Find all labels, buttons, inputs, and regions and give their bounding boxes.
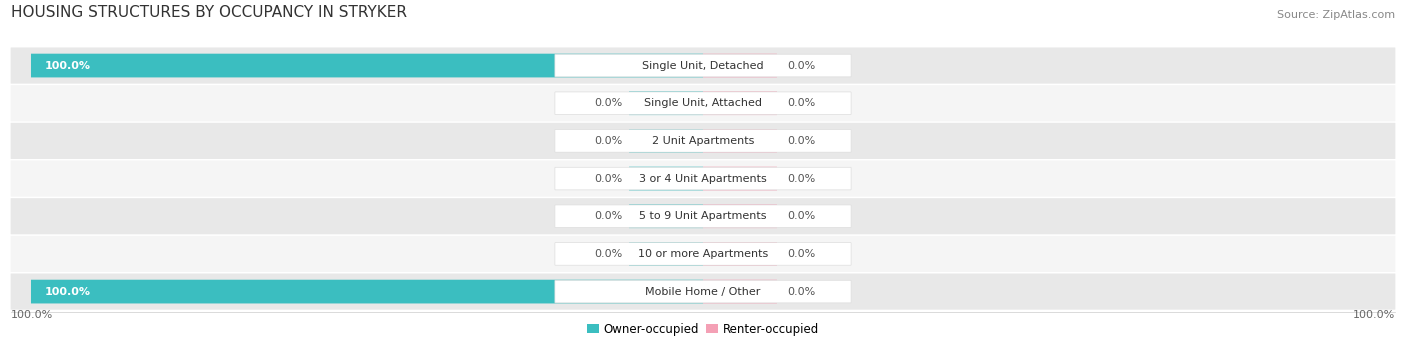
Text: 100.0%: 100.0% xyxy=(11,310,53,320)
FancyBboxPatch shape xyxy=(703,129,778,153)
Text: Single Unit, Attached: Single Unit, Attached xyxy=(644,98,762,108)
Text: 100.0%: 100.0% xyxy=(1353,310,1395,320)
Text: 0.0%: 0.0% xyxy=(595,249,623,259)
Text: Single Unit, Detached: Single Unit, Detached xyxy=(643,61,763,71)
FancyBboxPatch shape xyxy=(11,198,1395,234)
Text: 0.0%: 0.0% xyxy=(595,211,623,221)
FancyBboxPatch shape xyxy=(703,167,778,190)
Text: 100.0%: 100.0% xyxy=(45,61,90,71)
FancyBboxPatch shape xyxy=(555,205,851,227)
FancyBboxPatch shape xyxy=(11,236,1395,272)
FancyBboxPatch shape xyxy=(11,47,1395,84)
Text: 10 or more Apartments: 10 or more Apartments xyxy=(638,249,768,259)
FancyBboxPatch shape xyxy=(555,280,851,303)
Text: 100.0%: 100.0% xyxy=(45,286,90,297)
Text: 0.0%: 0.0% xyxy=(787,211,815,221)
FancyBboxPatch shape xyxy=(628,167,703,190)
FancyBboxPatch shape xyxy=(555,167,851,190)
FancyBboxPatch shape xyxy=(11,85,1395,121)
FancyBboxPatch shape xyxy=(703,91,778,115)
Text: 0.0%: 0.0% xyxy=(595,98,623,108)
Text: 3 or 4 Unit Apartments: 3 or 4 Unit Apartments xyxy=(640,174,766,183)
Text: 0.0%: 0.0% xyxy=(787,286,815,297)
Text: 2 Unit Apartments: 2 Unit Apartments xyxy=(652,136,754,146)
Text: HOUSING STRUCTURES BY OCCUPANCY IN STRYKER: HOUSING STRUCTURES BY OCCUPANCY IN STRYK… xyxy=(11,4,406,19)
FancyBboxPatch shape xyxy=(628,204,703,228)
FancyBboxPatch shape xyxy=(31,54,703,77)
FancyBboxPatch shape xyxy=(11,161,1395,197)
FancyBboxPatch shape xyxy=(31,280,703,303)
Legend: Owner-occupied, Renter-occupied: Owner-occupied, Renter-occupied xyxy=(582,318,824,340)
FancyBboxPatch shape xyxy=(555,92,851,115)
FancyBboxPatch shape xyxy=(555,130,851,152)
Text: Mobile Home / Other: Mobile Home / Other xyxy=(645,286,761,297)
Text: Source: ZipAtlas.com: Source: ZipAtlas.com xyxy=(1277,10,1395,19)
FancyBboxPatch shape xyxy=(703,204,778,228)
FancyBboxPatch shape xyxy=(703,280,778,303)
Text: 0.0%: 0.0% xyxy=(787,61,815,71)
Text: 0.0%: 0.0% xyxy=(787,174,815,183)
Text: 0.0%: 0.0% xyxy=(787,249,815,259)
FancyBboxPatch shape xyxy=(628,91,703,115)
Text: 0.0%: 0.0% xyxy=(787,98,815,108)
Text: 5 to 9 Unit Apartments: 5 to 9 Unit Apartments xyxy=(640,211,766,221)
Text: 0.0%: 0.0% xyxy=(595,136,623,146)
FancyBboxPatch shape xyxy=(555,54,851,77)
FancyBboxPatch shape xyxy=(703,242,778,266)
FancyBboxPatch shape xyxy=(628,129,703,153)
FancyBboxPatch shape xyxy=(11,123,1395,159)
FancyBboxPatch shape xyxy=(11,273,1395,310)
FancyBboxPatch shape xyxy=(555,242,851,265)
FancyBboxPatch shape xyxy=(703,54,778,77)
FancyBboxPatch shape xyxy=(628,242,703,266)
Text: 0.0%: 0.0% xyxy=(787,136,815,146)
Text: 0.0%: 0.0% xyxy=(595,174,623,183)
